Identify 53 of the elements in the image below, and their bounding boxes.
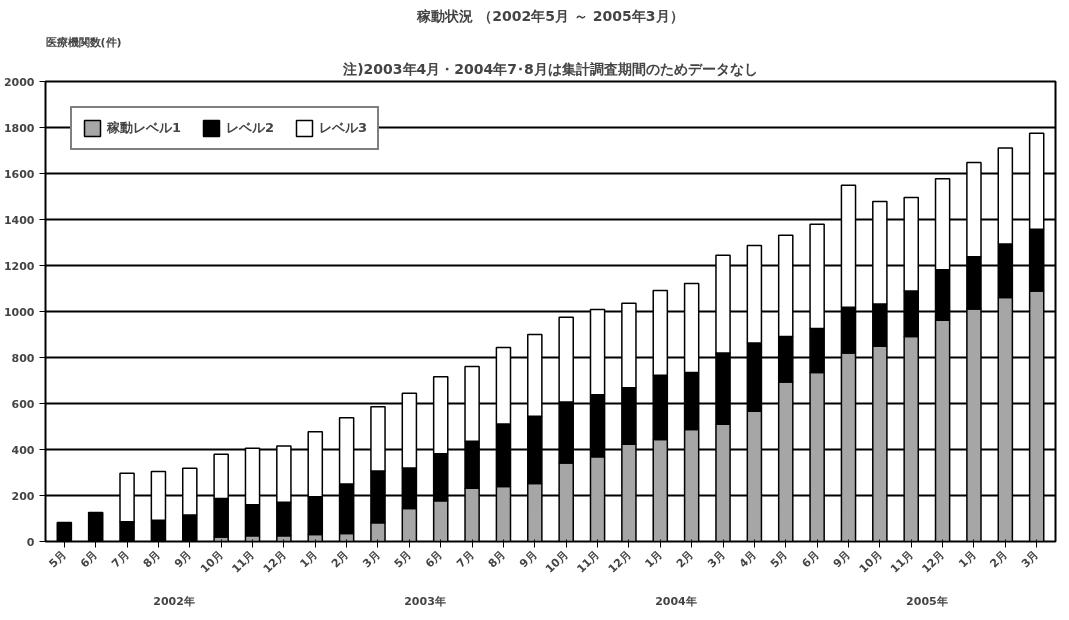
y-tick-label: 1800	[3, 121, 35, 135]
x-tick-label: 1月	[642, 547, 665, 571]
x-tick-label: 11月	[888, 547, 916, 576]
x-tick-label: 9月	[172, 547, 195, 571]
y-tick-label: 0	[26, 535, 35, 549]
x-tick-label: 10月	[542, 547, 571, 576]
x-tick-label: 2月	[987, 547, 1010, 571]
x-tick-label: 6月	[799, 547, 822, 571]
y-tick-label: 600	[11, 397, 35, 411]
x-tick-label: 3月	[360, 547, 383, 571]
y-tick-label: 1600	[3, 167, 35, 181]
x-tick-label: 10月	[856, 547, 885, 576]
x-tick-label: 3月	[1018, 547, 1042, 571]
x-tick-label: 4月	[736, 547, 759, 571]
text: 2005年	[906, 594, 948, 608]
x-tick-label: 5月	[391, 547, 414, 571]
x-tick-label: 8月	[485, 547, 509, 571]
x-tick-label: 11月	[574, 547, 603, 576]
text: 2003年	[404, 594, 446, 608]
y-tick-label: 2000	[3, 75, 35, 89]
x-tick-label: 10月	[197, 547, 226, 576]
x-tick-label: 7月	[454, 547, 477, 571]
x-tick-label: 1月	[297, 547, 320, 571]
x-tick-label: 12月	[605, 547, 634, 576]
y-tick-label: 1200	[3, 259, 35, 273]
x-tick-label: 3月	[705, 547, 728, 571]
y-tick-label: 400	[11, 443, 35, 457]
y-tick-label: 200	[11, 489, 35, 503]
y-tick-label: 1400	[3, 213, 35, 227]
x-tick-label: 9月	[830, 547, 854, 571]
text: 2004年	[655, 594, 697, 608]
x-tick-label: 5月	[767, 547, 791, 571]
legend-label: レベル3	[319, 119, 368, 137]
x-tick-label: 12月	[260, 547, 289, 576]
x-tick-label: 5月	[46, 547, 69, 571]
x-tick-label: 2月	[673, 547, 697, 571]
x-tick-label: 1月	[956, 547, 979, 571]
x-tick-label: 7月	[109, 547, 132, 571]
x-tick-label: 11月	[229, 547, 258, 576]
y-tick-label: 800	[11, 351, 35, 365]
chart-title: 稼動状況 （2002年5月 ～ 2005年3月）	[416, 7, 684, 24]
x-tick-label: 2月	[328, 547, 352, 571]
x-tick-label: 6月	[422, 547, 446, 571]
x-tick-label: 12月	[919, 547, 948, 576]
chart-subtitle: 注)2003年4月・2004年7･8月は集計調査期間のためデータなし	[342, 60, 758, 77]
y-tick-label: 1000	[3, 305, 35, 319]
x-tick-label: 8月	[140, 547, 164, 571]
text: 2002年	[153, 594, 195, 608]
y-axis-title: 医療機関数(件)	[45, 35, 122, 49]
legend-label: レベル2	[226, 119, 275, 137]
x-tick-label: 9月	[517, 547, 540, 571]
x-tick-label: 6月	[77, 547, 101, 571]
legend-label: 稼動レベル1	[107, 119, 182, 137]
